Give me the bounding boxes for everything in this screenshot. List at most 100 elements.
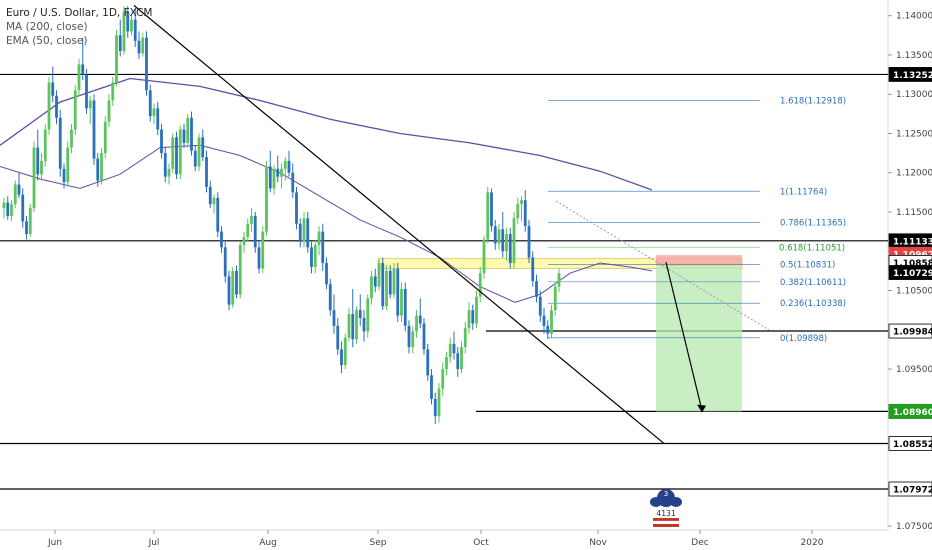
candle-down bbox=[190, 117, 193, 151]
candle-up bbox=[47, 82, 51, 130]
trendline bbox=[133, 5, 665, 444]
candle-down bbox=[276, 168, 280, 177]
candle-up bbox=[152, 108, 156, 117]
candle-up bbox=[448, 343, 452, 358]
candle-down bbox=[403, 288, 407, 326]
candle-up bbox=[512, 218, 516, 264]
candle-down bbox=[145, 37, 148, 91]
candle-down bbox=[62, 168, 66, 183]
price-label-text: 1.10858 bbox=[893, 259, 932, 269]
candle-down bbox=[310, 247, 313, 267]
projection-arrow-head bbox=[697, 404, 706, 413]
candle-down bbox=[92, 100, 96, 159]
logo-number: 3 bbox=[663, 490, 669, 498]
y-tick-label: 1.14000 bbox=[896, 12, 932, 22]
candle-down bbox=[81, 64, 85, 75]
candle-up bbox=[88, 100, 92, 109]
candle-down bbox=[175, 137, 178, 175]
candle-down bbox=[542, 315, 546, 326]
candle-down bbox=[325, 263, 328, 285]
candle-up bbox=[186, 117, 190, 143]
candle-up bbox=[171, 137, 175, 169]
candle-down bbox=[328, 284, 332, 311]
candle-down bbox=[396, 268, 400, 316]
candle-up bbox=[557, 273, 561, 287]
candle-down bbox=[216, 197, 220, 232]
x-tick-label: Jul bbox=[148, 538, 160, 548]
candle-up bbox=[111, 82, 115, 101]
candle-down bbox=[452, 343, 456, 354]
candle-down bbox=[418, 315, 422, 324]
candle-up bbox=[460, 347, 463, 370]
x-tick-label: Sep bbox=[370, 538, 387, 548]
y-tick-label: 1.12500 bbox=[896, 129, 932, 139]
candle-up bbox=[272, 168, 276, 189]
candle-down bbox=[201, 137, 205, 158]
candle-up bbox=[343, 337, 347, 366]
ma-legend: MA (200, close) bbox=[6, 21, 88, 33]
candle-down bbox=[6, 202, 10, 216]
candle-down bbox=[358, 310, 362, 318]
candle-up bbox=[28, 208, 32, 234]
candle-up bbox=[441, 369, 445, 389]
candle-up bbox=[475, 296, 478, 324]
price-label-box bbox=[888, 67, 932, 82]
candle-up bbox=[2, 202, 6, 209]
fib-level-label: 0.618(1.11051) bbox=[779, 243, 845, 253]
candle-up bbox=[486, 192, 490, 240]
y-tick-label: 1.11500 bbox=[896, 208, 932, 218]
candle-up bbox=[13, 184, 17, 205]
candle-up bbox=[415, 315, 418, 332]
candle-up bbox=[242, 237, 246, 245]
candle-down bbox=[36, 147, 40, 175]
candle-up bbox=[130, 19, 133, 32]
candle-up bbox=[280, 168, 283, 177]
candle-up bbox=[70, 129, 73, 148]
candle-down bbox=[336, 325, 340, 350]
fib-level-label: 0.786(1.11365) bbox=[780, 219, 846, 229]
candle-down bbox=[422, 323, 426, 350]
candle-down bbox=[373, 276, 377, 287]
candle-up bbox=[66, 147, 70, 183]
projection-arrow-line bbox=[665, 262, 703, 411]
fib-level-label: 0.382(1.10611) bbox=[780, 278, 846, 288]
price-label-box bbox=[888, 265, 932, 280]
candle-down bbox=[257, 247, 261, 269]
candle-down bbox=[306, 218, 310, 248]
y-tick-label: 1.10500 bbox=[896, 287, 932, 297]
x-tick-label: Jun bbox=[47, 538, 62, 548]
price-label-text: 1.07972 bbox=[893, 486, 932, 496]
candle-down bbox=[126, 11, 130, 32]
candle-down bbox=[51, 82, 55, 96]
candle-up bbox=[313, 244, 317, 267]
candle-down bbox=[85, 74, 88, 109]
stop-loss-box bbox=[656, 255, 742, 266]
candle-down bbox=[471, 310, 475, 324]
candle-down bbox=[227, 276, 231, 305]
candle-up bbox=[520, 200, 523, 205]
candle-up bbox=[497, 229, 501, 244]
candle-up bbox=[385, 270, 388, 307]
candle-down bbox=[205, 157, 208, 187]
candle-down bbox=[535, 281, 538, 297]
candle-up bbox=[516, 204, 520, 219]
candle-down bbox=[508, 233, 512, 264]
candle-up bbox=[115, 35, 118, 83]
x-tick-label: Nov bbox=[589, 538, 607, 548]
candle-down bbox=[148, 90, 152, 117]
candle-up bbox=[478, 273, 482, 297]
candle-down bbox=[321, 231, 325, 264]
candle-up bbox=[283, 160, 287, 169]
candle-up bbox=[100, 153, 103, 181]
candle-down bbox=[493, 226, 497, 244]
candle-down bbox=[96, 158, 100, 181]
candle-up bbox=[463, 328, 467, 348]
candle-up bbox=[178, 129, 182, 175]
candle-up bbox=[77, 64, 81, 91]
candle-up bbox=[392, 268, 396, 295]
candle-up bbox=[370, 276, 373, 299]
candle-up bbox=[505, 233, 508, 252]
candle-down bbox=[208, 186, 212, 205]
logo-text: 4131 bbox=[656, 509, 676, 518]
